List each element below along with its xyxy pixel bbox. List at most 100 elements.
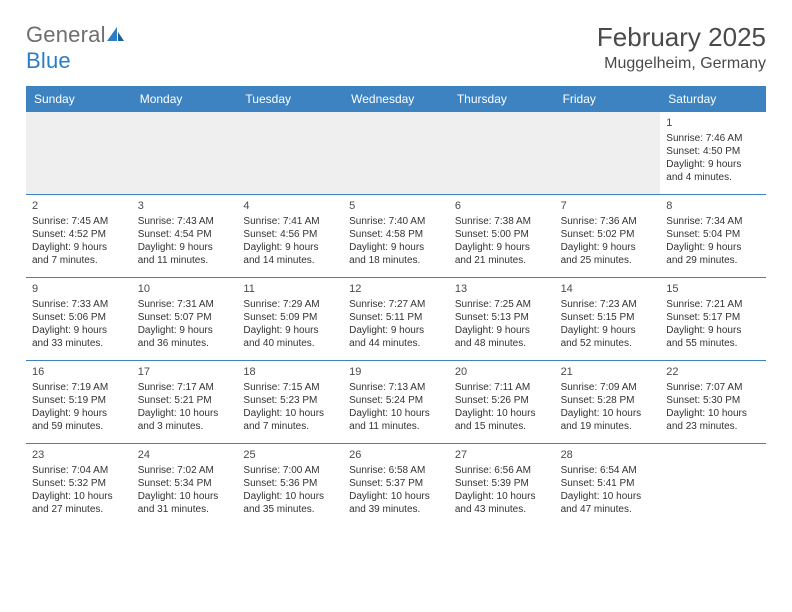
day-number: 4 <box>243 199 337 213</box>
sunset-line: Sunset: 5:36 PM <box>243 477 337 490</box>
sunrise-line: Sunrise: 7:23 AM <box>561 298 655 311</box>
day-cell <box>343 112 449 194</box>
day-number: 10 <box>138 282 232 296</box>
daylight-line: Daylight: 9 hours and 29 minutes. <box>666 241 760 267</box>
daylight-line: Daylight: 10 hours and 39 minutes. <box>349 490 443 516</box>
sunrise-line: Sunrise: 7:33 AM <box>32 298 126 311</box>
day-cell <box>132 112 238 194</box>
day-cell: 20Sunrise: 7:11 AMSunset: 5:26 PMDayligh… <box>449 361 555 443</box>
day-cell: 22Sunrise: 7:07 AMSunset: 5:30 PMDayligh… <box>660 361 766 443</box>
day-cell <box>449 112 555 194</box>
daylight-line: Daylight: 9 hours and 40 minutes. <box>243 324 337 350</box>
sunrise-line: Sunrise: 7:21 AM <box>666 298 760 311</box>
sunset-line: Sunset: 5:32 PM <box>32 477 126 490</box>
dow-wednesday: Wednesday <box>343 87 449 112</box>
sail-icon <box>106 26 126 42</box>
day-number: 5 <box>349 199 443 213</box>
daylight-line: Daylight: 10 hours and 19 minutes. <box>561 407 655 433</box>
sunset-line: Sunset: 5:30 PM <box>666 394 760 407</box>
dow-friday: Friday <box>555 87 661 112</box>
sunrise-line: Sunrise: 6:54 AM <box>561 464 655 477</box>
day-number: 8 <box>666 199 760 213</box>
daylight-line: Daylight: 10 hours and 27 minutes. <box>32 490 126 516</box>
daylight-line: Daylight: 10 hours and 7 minutes. <box>243 407 337 433</box>
day-cell: 18Sunrise: 7:15 AMSunset: 5:23 PMDayligh… <box>237 361 343 443</box>
calendar-grid: 1Sunrise: 7:46 AMSunset: 4:50 PMDaylight… <box>26 112 766 526</box>
daylight-line: Daylight: 10 hours and 35 minutes. <box>243 490 337 516</box>
day-cell: 5Sunrise: 7:40 AMSunset: 4:58 PMDaylight… <box>343 195 449 277</box>
day-number: 3 <box>138 199 232 213</box>
day-number: 9 <box>32 282 126 296</box>
day-cell: 25 Sunrise: 7:00 AMSunset: 5:36 PMDayligh… <box>237 444 343 526</box>
day-cell: 7Sunrise: 7:36 AMSunset: 5:02 PMDaylight… <box>555 195 661 277</box>
day-number: 25 <box>243 448 337 462</box>
sunset-line: Sunset: 5:00 PM <box>455 228 549 241</box>
sunset-line: Sunset: 4:54 PM <box>138 228 232 241</box>
daylight-line: Daylight: 10 hours and 47 minutes. <box>561 490 655 516</box>
daylight-line: Daylight: 9 hours and 11 minutes. <box>138 241 232 267</box>
dow-thursday: Thursday <box>449 87 555 112</box>
day-number: 13 <box>455 282 549 296</box>
title-block: February 2025 Muggelheim, Germany <box>597 22 766 73</box>
day-cell: 9Sunrise: 7:33 AMSunset: 5:06 PMDaylight… <box>26 278 132 360</box>
sunrise-line: Sunrise: 7:46 AM <box>666 132 760 145</box>
sunset-line: Sunset: 5:04 PM <box>666 228 760 241</box>
sunrise-line: Sunrise: 7:09 AM <box>561 381 655 394</box>
month-title: February 2025 <box>597 22 766 53</box>
day-cell: 26Sunrise: 6:58 AMSunset: 5:37 PMDayligh… <box>343 444 449 526</box>
daylight-line: Daylight: 9 hours and 4 minutes. <box>666 158 760 184</box>
day-cell: 27Sunrise: 6:56 AMSunset: 5:39 PMDayligh… <box>449 444 555 526</box>
day-cell: 12Sunrise: 7:27 AMSunset: 5:11 PMDayligh… <box>343 278 449 360</box>
day-cell: 15 Sunrise: 7:21 AMSunset: 5:17 PMDayligh… <box>660 278 766 360</box>
header: GeneralBlue February 2025 Muggelheim, Ge… <box>26 22 766 74</box>
day-number: 20 <box>455 365 549 379</box>
sunset-line: Sunset: 5:09 PM <box>243 311 337 324</box>
sunset-line: Sunset: 5:24 PM <box>349 394 443 407</box>
day-number: 18 <box>243 365 337 379</box>
sunrise-line: Sunrise: 7:43 AM <box>138 215 232 228</box>
day-cell: 4Sunrise: 7:41 AMSunset: 4:56 PMDaylight… <box>237 195 343 277</box>
day-number: 1 <box>666 116 760 130</box>
day-number: 15 <box>666 282 760 296</box>
day-number: 6 <box>455 199 549 213</box>
sunrise-line: Sunrise: 7:45 AM <box>32 215 126 228</box>
dow-monday: Monday <box>132 87 238 112</box>
sunrise-line: Sunrise: 7:07 AM <box>666 381 760 394</box>
sunset-line: Sunset: 5:41 PM <box>561 477 655 490</box>
day-cell <box>237 112 343 194</box>
sunrise-line: Sunrise: 7:34 AM <box>666 215 760 228</box>
sunrise-line: Sunrise: 7:13 AM <box>349 381 443 394</box>
sunset-line: Sunset: 5:06 PM <box>32 311 126 324</box>
day-cell <box>26 112 132 194</box>
daylight-line: Daylight: 10 hours and 15 minutes. <box>455 407 549 433</box>
day-cell: 13Sunrise: 7:25 AMSunset: 5:13 PMDayligh… <box>449 278 555 360</box>
day-number: 11 <box>243 282 337 296</box>
sunset-line: Sunset: 4:56 PM <box>243 228 337 241</box>
dow-tuesday: Tuesday <box>237 87 343 112</box>
day-number: 12 <box>349 282 443 296</box>
sunset-line: Sunset: 5:13 PM <box>455 311 549 324</box>
sunrise-line: Sunrise: 7:15 AM <box>243 381 337 394</box>
location: Muggelheim, Germany <box>597 55 766 73</box>
day-number: 19 <box>349 365 443 379</box>
brand-text-b: Blue <box>26 48 71 73</box>
day-number: 26 <box>349 448 443 462</box>
daylight-line: Daylight: 10 hours and 23 minutes. <box>666 407 760 433</box>
day-number: 7 <box>561 199 655 213</box>
sunrise-line: Sunrise: 7:00 AM <box>243 464 337 477</box>
daylight-line: Daylight: 9 hours and 44 minutes. <box>349 324 443 350</box>
sunrise-line: Sunrise: 6:58 AM <box>349 464 443 477</box>
day-number: 24 <box>138 448 232 462</box>
sunrise-line: Sunrise: 7:36 AM <box>561 215 655 228</box>
daylight-line: Daylight: 9 hours and 55 minutes. <box>666 324 760 350</box>
sunset-line: Sunset: 5:19 PM <box>32 394 126 407</box>
dow-sunday: Sunday <box>26 87 132 112</box>
daylight-line: Daylight: 9 hours and 48 minutes. <box>455 324 549 350</box>
sunset-line: Sunset: 5:17 PM <box>666 311 760 324</box>
brand-text-a: General <box>26 22 106 47</box>
daylight-line: Daylight: 9 hours and 7 minutes. <box>32 241 126 267</box>
day-number: 2 <box>32 199 126 213</box>
day-number: 17 <box>138 365 232 379</box>
day-number: 23 <box>32 448 126 462</box>
day-cell: 14Sunrise: 7:23 AMSunset: 5:15 PMDayligh… <box>555 278 661 360</box>
